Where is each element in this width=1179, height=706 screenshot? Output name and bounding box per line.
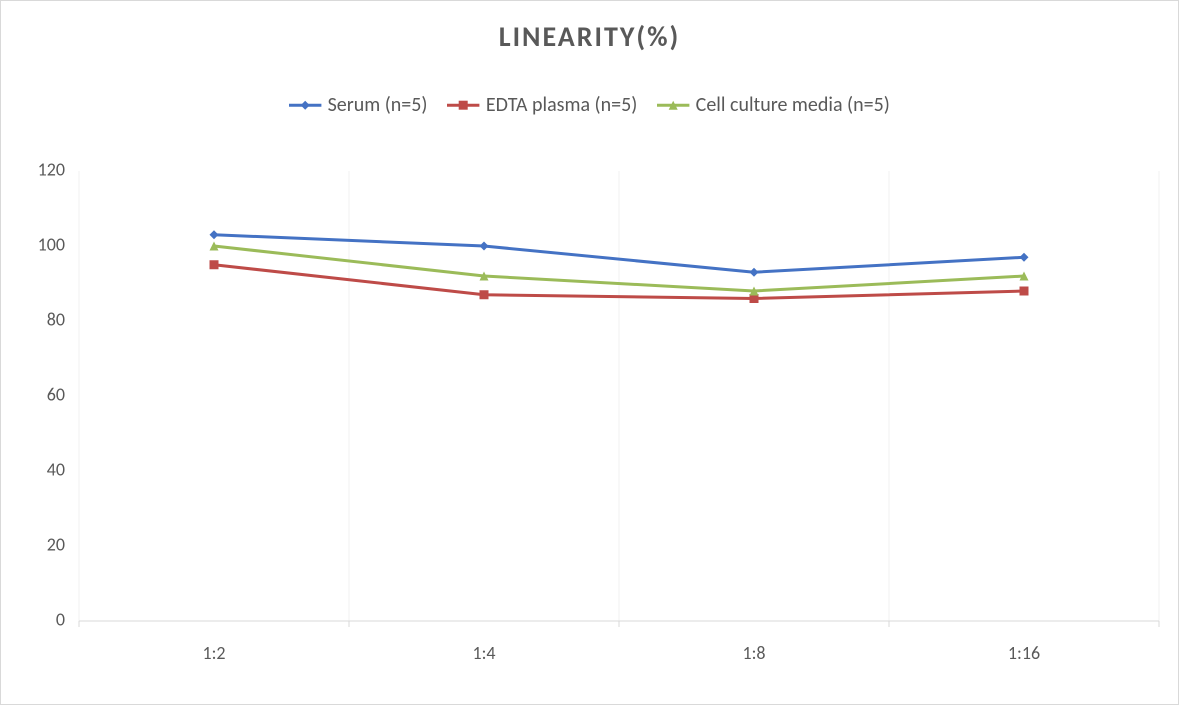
- y-tick-label: 80: [47, 308, 65, 330]
- square-icon: [210, 260, 219, 269]
- linearity-chart: LINEARITY(%) Serum (n=5)EDTA plasma (n=5…: [0, 0, 1179, 705]
- square-icon: [1020, 287, 1029, 296]
- y-tick-label: 60: [47, 383, 65, 405]
- diamond-icon: [480, 242, 489, 251]
- x-tick-label: 1:2: [202, 642, 225, 664]
- y-tick-label: 0: [56, 608, 65, 630]
- y-tick-label: 40: [47, 458, 65, 480]
- x-tick-label: 1:4: [472, 642, 495, 664]
- diamond-icon: [210, 230, 219, 239]
- diamond-icon: [750, 268, 759, 277]
- x-tick-label: 1:16: [1008, 642, 1040, 664]
- x-tick-label: 1:8: [742, 642, 765, 664]
- square-icon: [480, 290, 489, 299]
- y-tick-label: 120: [38, 158, 65, 180]
- y-tick-label: 100: [38, 233, 65, 255]
- plot-area: 0 20 40 60 80 100 120 1:2 1:4 1:8 1:16: [1, 1, 1179, 706]
- y-tick-label: 20: [47, 533, 65, 555]
- diamond-icon: [1020, 253, 1029, 262]
